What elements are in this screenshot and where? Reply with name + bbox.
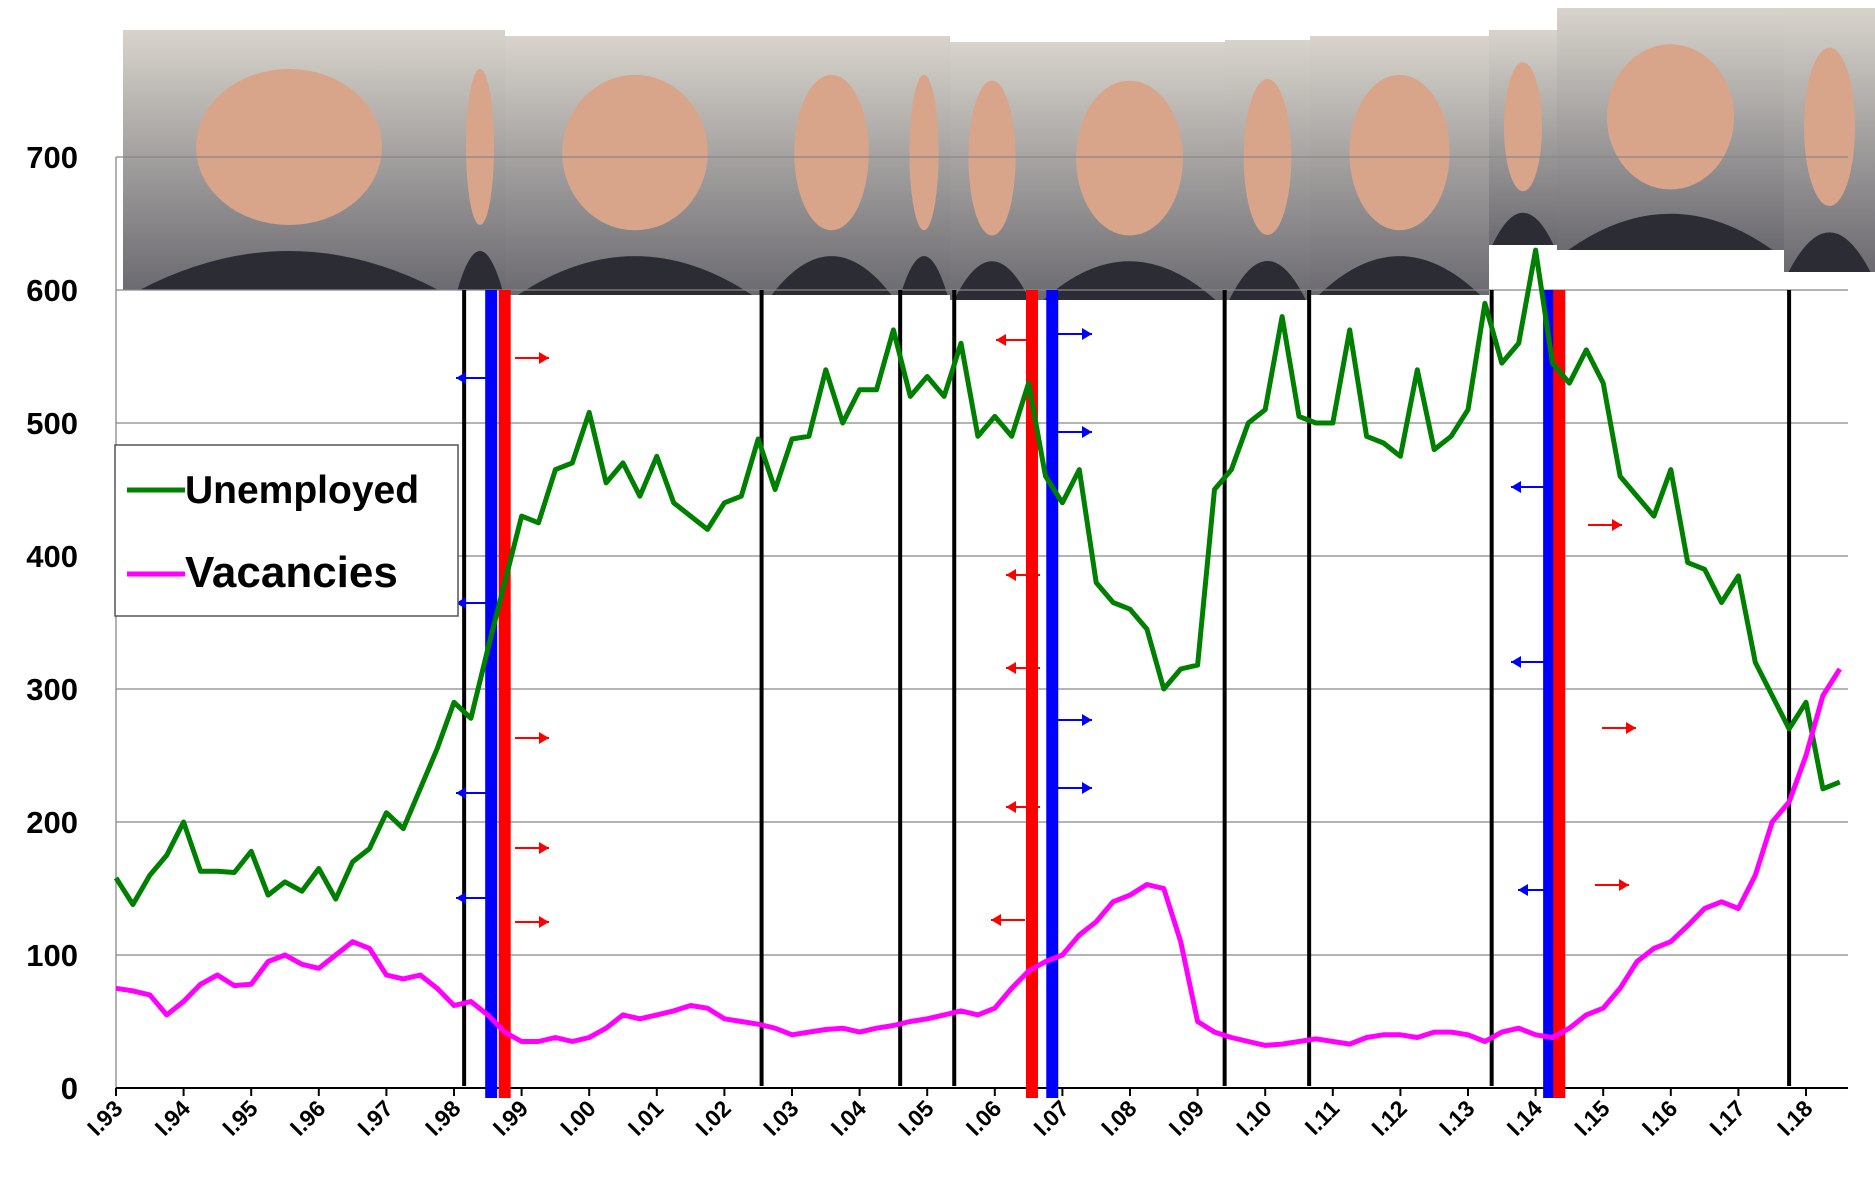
arrow-head <box>539 352 549 364</box>
y-tick-label: 0 <box>61 1071 78 1106</box>
arrow-head <box>1082 782 1092 794</box>
x-tick-label: I.94 <box>150 1095 196 1141</box>
portrait-face <box>1076 81 1183 236</box>
y-tick-label: 200 <box>26 805 78 840</box>
arrow-head <box>991 914 1001 926</box>
series-line <box>116 669 1840 1045</box>
portrait-face <box>1804 48 1855 206</box>
x-tick-label: I.09 <box>1164 1095 1210 1141</box>
x-tick-label: I.10 <box>1231 1095 1277 1141</box>
x-tick-label: I.13 <box>1434 1095 1480 1141</box>
chart: 0 100 200 300 400 500 600 700 I.93 I.94 I.95 I.96 I.… <box>0 0 1875 1172</box>
x-tick-label: I.12 <box>1366 1095 1412 1141</box>
x-tick-label: I.17 <box>1704 1095 1750 1141</box>
x-tick-label: I.96 <box>285 1095 331 1141</box>
x-tick-label: I.93 <box>82 1095 128 1141</box>
x-tick-label: I.99 <box>488 1095 534 1141</box>
portrait-face <box>968 81 1015 236</box>
portrait-face <box>466 69 494 225</box>
arrow-head <box>1619 879 1629 891</box>
y-tick-label: 100 <box>26 938 78 973</box>
portraits <box>123 8 1875 300</box>
y-tick-label: 400 <box>26 539 78 574</box>
arrow-head <box>1006 801 1016 813</box>
legend: Unemployed Vacancies <box>115 445 458 616</box>
x-tick-label: I.08 <box>1096 1095 1142 1141</box>
x-tick-label: I.00 <box>555 1095 601 1141</box>
legend-label: Vacancies <box>185 548 398 597</box>
x-tick-label: I.98 <box>420 1095 466 1141</box>
x-tick-label: I.03 <box>758 1095 804 1141</box>
arrow-head <box>1626 722 1636 734</box>
x-tick-label: I.11 <box>1300 1095 1345 1140</box>
x-tick-label: I.95 <box>217 1095 263 1141</box>
x-tick-label: I.07 <box>1028 1095 1074 1141</box>
arrow-head <box>1082 714 1092 726</box>
portrait-face <box>909 75 938 230</box>
plot-area: 0 100 200 300 400 500 600 700 I.93 I.94 I.95 I.96 I.… <box>26 140 1848 1141</box>
portrait-face <box>196 69 382 225</box>
portrait-face <box>1504 62 1542 191</box>
x-tick-label: I.15 <box>1569 1095 1615 1141</box>
arrow-head <box>1511 656 1521 668</box>
y-tick-label: 700 <box>26 140 78 175</box>
portrait-face <box>1607 44 1734 189</box>
portrait-face <box>562 75 708 230</box>
arrow-head <box>456 787 466 799</box>
arrow-head <box>456 372 466 384</box>
x-tick-label: I.02 <box>690 1095 736 1141</box>
x-tick-label: I.01 <box>623 1095 669 1141</box>
y-tick-label: 300 <box>26 672 78 707</box>
x-tick-label: I.04 <box>826 1095 872 1141</box>
x-tick-label: I.05 <box>893 1095 939 1141</box>
x-tick-label: I.06 <box>961 1095 1007 1141</box>
arrow-head <box>539 916 549 928</box>
arrow-head <box>1006 569 1016 581</box>
x-tick-label: I.97 <box>352 1095 398 1141</box>
y-tick-label: 600 <box>26 273 78 308</box>
y-tick-label: 500 <box>26 406 78 441</box>
arrow-head <box>539 842 549 854</box>
legend-label: Unemployed <box>185 469 419 512</box>
arrow-head <box>1082 328 1092 340</box>
x-tick-label: I.16 <box>1637 1095 1683 1141</box>
portrait-face <box>794 75 868 230</box>
arrow-head <box>1082 426 1092 438</box>
arrow-head <box>1612 519 1622 531</box>
arrow-head <box>1006 662 1016 674</box>
arrow-head <box>996 334 1006 346</box>
arrow-head <box>456 892 466 904</box>
arrow-head <box>539 732 549 744</box>
portrait-face <box>1349 75 1449 230</box>
arrow-head <box>1511 481 1521 493</box>
x-tick-label: I.14 <box>1502 1095 1548 1141</box>
x-tick-label: I.18 <box>1772 1095 1818 1141</box>
arrows <box>456 328 1636 928</box>
arrow-head <box>1518 884 1528 896</box>
